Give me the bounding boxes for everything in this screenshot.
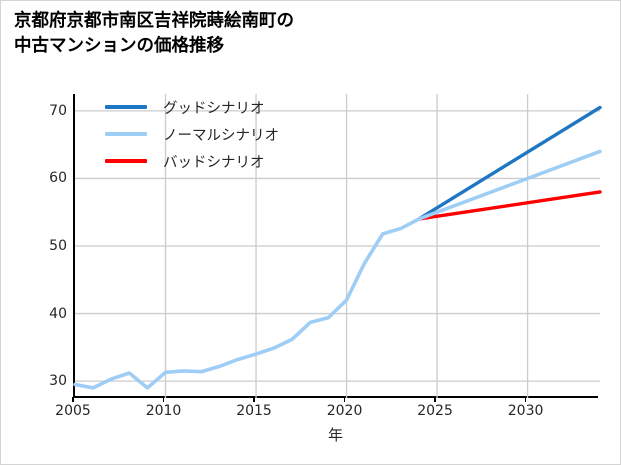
legend-item[interactable]: ノーマルシナリオ bbox=[105, 126, 279, 144]
legend-item[interactable]: バッドシナリオ bbox=[105, 153, 279, 171]
series-lines bbox=[73, 105, 602, 390]
x-tick-label: 2005 bbox=[55, 403, 91, 419]
x-tick-mark bbox=[343, 397, 346, 402]
legend-color-swatch bbox=[105, 132, 147, 136]
gridlines bbox=[75, 94, 600, 398]
plot-area bbox=[73, 94, 602, 398]
series-line-normal bbox=[73, 149, 602, 390]
legend-color-swatch bbox=[105, 105, 147, 109]
x-tick-label: 2020 bbox=[326, 403, 363, 419]
y-tick-label: 40 bbox=[49, 305, 67, 322]
x-tick-label: 2025 bbox=[417, 403, 453, 419]
legend-item-label: ノーマルシナリオ bbox=[163, 127, 279, 144]
x-tick-mark bbox=[434, 397, 436, 402]
chart-legend: グッドシナリオ ノーマルシナリオ バッドシナリオ bbox=[105, 93, 279, 171]
x-axis-tick-labels: 2005 2010 2015 2020 2025 2030 bbox=[55, 397, 598, 423]
y-tick-label: 60 bbox=[49, 170, 67, 187]
legend-color-swatch bbox=[105, 159, 147, 163]
legend-item-label: グッドシナリオ bbox=[163, 100, 265, 117]
x-tick-mark bbox=[524, 397, 527, 402]
legend-item[interactable]: グッドシナリオ bbox=[105, 99, 279, 117]
x-tick-label: 2010 bbox=[145, 403, 182, 419]
y-axis-tick-labels: 30 40 50 60 70 bbox=[23, 94, 67, 398]
x-tick-mark bbox=[162, 397, 165, 402]
series-line-bad bbox=[417, 190, 602, 221]
x-axis-title: 年 bbox=[327, 426, 343, 444]
series-line-good bbox=[417, 105, 602, 221]
page-title: 京都府京都市南区吉祥院蒔絵南町の 中古マンションの価格推移 bbox=[14, 11, 294, 56]
x-tick-label: 2030 bbox=[507, 403, 544, 419]
x-tick-mark bbox=[253, 397, 255, 402]
x-tick-label: 2015 bbox=[236, 403, 272, 419]
legend-item-label: バッドシナリオ bbox=[163, 154, 265, 171]
x-tick-mark bbox=[72, 397, 74, 402]
y-tick-label: 70 bbox=[49, 102, 67, 119]
y-tick-label: 30 bbox=[49, 373, 67, 390]
y-tick-label: 50 bbox=[49, 238, 67, 254]
